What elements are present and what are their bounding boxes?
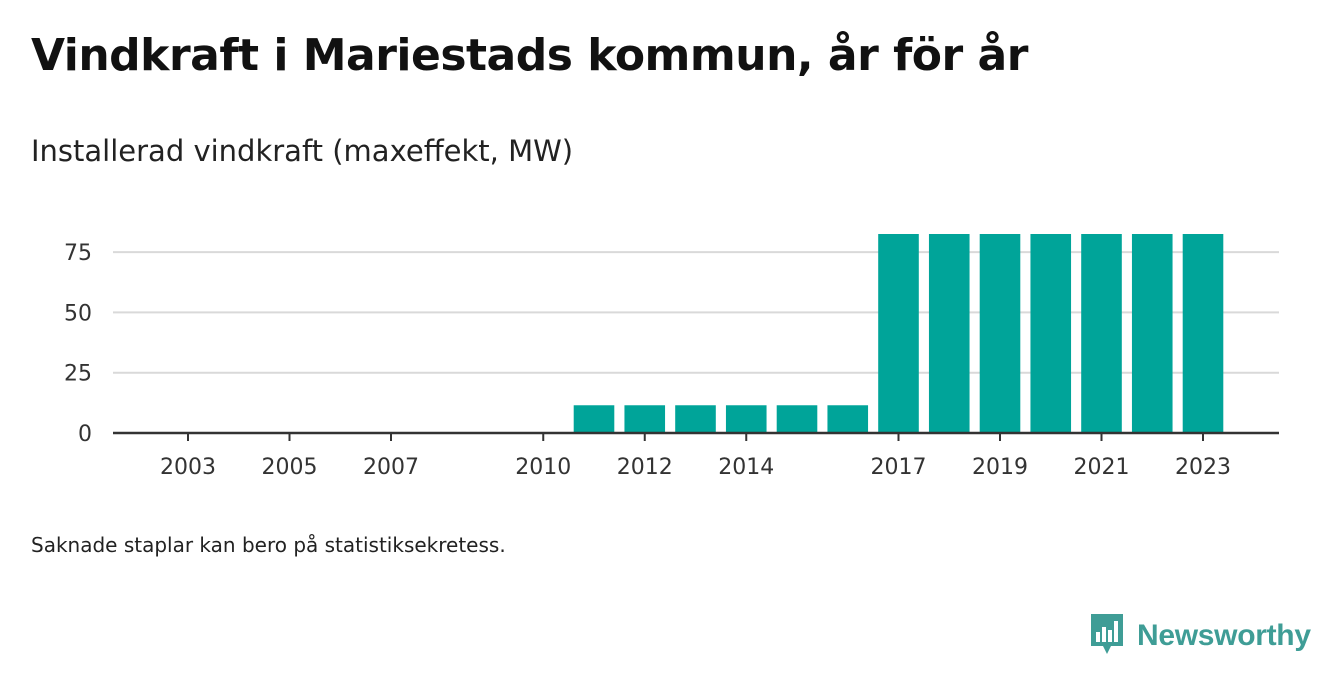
x-tick-label: 2023 [1175, 455, 1231, 480]
brand-name: Newsworthy [1137, 619, 1311, 652]
y-tick-label: 50 [64, 301, 92, 326]
bar [776, 405, 818, 433]
axes: 0 25 50 75 2003 2005 2007 2010 2012 2014 2017 2019 2… [64, 241, 1279, 480]
bar [1081, 234, 1122, 433]
bar [1030, 234, 1072, 433]
x-tick-label: 2010 [515, 455, 571, 480]
bar [1131, 234, 1173, 433]
bar-chart: 0 25 50 75 2003 2005 2007 2010 2012 2014 2017 2019 2… [64, 234, 1279, 480]
x-tick-label: 2014 [718, 455, 774, 480]
bar [1182, 234, 1224, 433]
footnote: Saknade staplar kan bero på statistiksek… [31, 533, 506, 557]
bar [928, 234, 970, 433]
bar [979, 234, 1021, 433]
bar [624, 405, 666, 433]
x-tick-label: 2019 [972, 455, 1028, 480]
x-tick-label: 2003 [160, 455, 216, 480]
chart-subtitle: Installerad vindkraft (maxeffekt, MW) [31, 134, 574, 168]
bar [573, 405, 615, 433]
bar [725, 405, 767, 433]
brand-logo[interactable]: Newsworthy [1089, 612, 1311, 660]
x-tick-label: 2005 [262, 455, 318, 480]
x-tick-label: 2007 [363, 455, 419, 480]
y-tick-label: 75 [64, 241, 92, 266]
bar [878, 234, 919, 433]
y-tick-label: 0 [78, 422, 92, 447]
y-tick-label: 25 [64, 362, 92, 387]
chart-title: Vindkraft i Mariestads kommun, år för år [31, 30, 1028, 81]
x-tick-label: 2017 [871, 455, 927, 480]
bar [675, 405, 716, 433]
newsworthy-logo-icon [1089, 612, 1125, 660]
x-tick-label: 2012 [617, 455, 673, 480]
bar [827, 405, 869, 433]
bars [573, 234, 1224, 433]
x-tick-label: 2021 [1074, 455, 1130, 480]
